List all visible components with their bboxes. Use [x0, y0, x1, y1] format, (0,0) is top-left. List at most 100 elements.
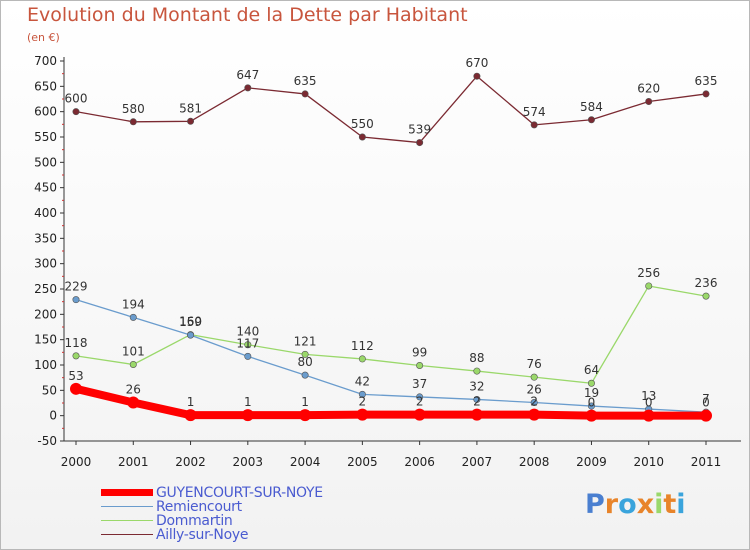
data-label: 26 [527, 382, 542, 396]
data-label: 32 [469, 379, 484, 393]
data-point [530, 398, 538, 406]
data-label: 42 [355, 374, 370, 388]
data-point [702, 292, 710, 300]
data-label: 121 [294, 334, 317, 348]
data-point [470, 408, 483, 421]
data-point [358, 133, 366, 141]
legend-swatch-dommartin [101, 520, 153, 521]
x-tick-label: 2009 [576, 455, 607, 469]
data-label: 76 [527, 357, 542, 371]
data-point [416, 139, 424, 147]
logo-letter: t [663, 489, 677, 520]
legend-swatch-guyencourt [101, 489, 153, 496]
data-point [301, 350, 309, 358]
x-tick-label: 2010 [633, 455, 664, 469]
y-tick-label: 650 [34, 79, 57, 93]
data-label: 53 [68, 369, 83, 383]
data-point [72, 108, 80, 116]
data-point [642, 409, 655, 422]
y-tick-label: 600 [34, 105, 57, 119]
data-point [473, 367, 481, 375]
data-point [129, 360, 137, 368]
data-point [416, 362, 424, 370]
data-label: 26 [126, 382, 141, 396]
data-label: 0 [702, 396, 710, 410]
data-label: 88 [469, 351, 484, 365]
x-tick-label: 2003 [233, 455, 264, 469]
data-label: 7 [702, 392, 710, 406]
data-point [700, 409, 712, 422]
data-point [127, 396, 140, 409]
data-label: 0 [645, 396, 653, 410]
data-label: 64 [584, 363, 599, 377]
x-tick-label: 2005 [347, 455, 378, 469]
data-label: 194 [122, 297, 145, 311]
x-tick-label: 2008 [519, 455, 550, 469]
data-point [585, 409, 598, 422]
data-point [645, 282, 653, 290]
data-label: 2 [416, 395, 424, 409]
chart-title: Evolution du Montant de la Dette par Hab… [27, 4, 468, 26]
legend-label-ailly: Ailly-sur-Noye [156, 527, 249, 543]
data-point [184, 409, 197, 422]
series-line [75, 75, 707, 144]
data-point [530, 121, 538, 129]
logo-letter: o [618, 489, 637, 520]
x-tick-label: 2004 [290, 455, 321, 469]
proxiti-logo: Proxiti [585, 489, 686, 520]
data-point [70, 382, 82, 395]
data-point [645, 98, 653, 106]
x-tick-label: 2007 [462, 455, 493, 469]
y-tick-label: 300 [34, 257, 57, 271]
y-tick-label: 550 [34, 130, 57, 144]
y-tick-label: 250 [34, 282, 57, 296]
data-point [413, 408, 426, 421]
data-label: 256 [637, 266, 660, 280]
x-tick-label: 2002 [175, 455, 206, 469]
logo-letter: x [636, 489, 655, 520]
y-tick-label: 150 [34, 333, 57, 347]
data-point [473, 72, 481, 80]
data-label: 236 [695, 276, 718, 290]
data-point [358, 390, 366, 398]
data-point [244, 341, 252, 349]
data-label: 550 [351, 117, 374, 131]
data-label: 159 [179, 315, 202, 329]
x-tick-label: 2006 [404, 455, 435, 469]
legend-label-guyencourt: GUYENCOURT-SUR-NOYE [156, 485, 323, 501]
data-point [187, 331, 195, 339]
y-tick-label: 0 [49, 409, 57, 423]
data-label: 2 [473, 395, 481, 409]
data-label: 2 [359, 395, 367, 409]
y-tick-label: 700 [34, 54, 57, 68]
data-point [356, 408, 369, 421]
data-label: 229 [65, 280, 88, 294]
data-point [301, 90, 309, 98]
data-label: 118 [65, 336, 88, 350]
logo-letter: r [604, 489, 619, 520]
data-point [72, 352, 80, 360]
data-label: 670 [465, 56, 488, 70]
data-point [299, 409, 312, 422]
data-label: 581 [179, 101, 202, 115]
data-label: 580 [122, 102, 145, 116]
data-point [244, 352, 252, 360]
logo-letter: P [585, 489, 605, 520]
data-label: 600 [65, 92, 88, 106]
logo-letter: i [654, 489, 664, 520]
data-point [244, 84, 252, 92]
data-label: 1 [244, 395, 252, 409]
legend-label-remiencourt: Remiencourt [156, 499, 242, 515]
data-point [587, 379, 595, 387]
data-label: 635 [695, 74, 718, 88]
y-tick-label: 350 [34, 231, 57, 245]
data-point [530, 373, 538, 381]
data-point [129, 118, 137, 126]
data-label: 101 [122, 344, 145, 358]
x-tick-label: 2001 [118, 455, 149, 469]
data-label: 0 [588, 396, 596, 410]
y-tick-label: 200 [34, 307, 57, 321]
legend-label-dommartin: Dommartin [156, 513, 233, 529]
